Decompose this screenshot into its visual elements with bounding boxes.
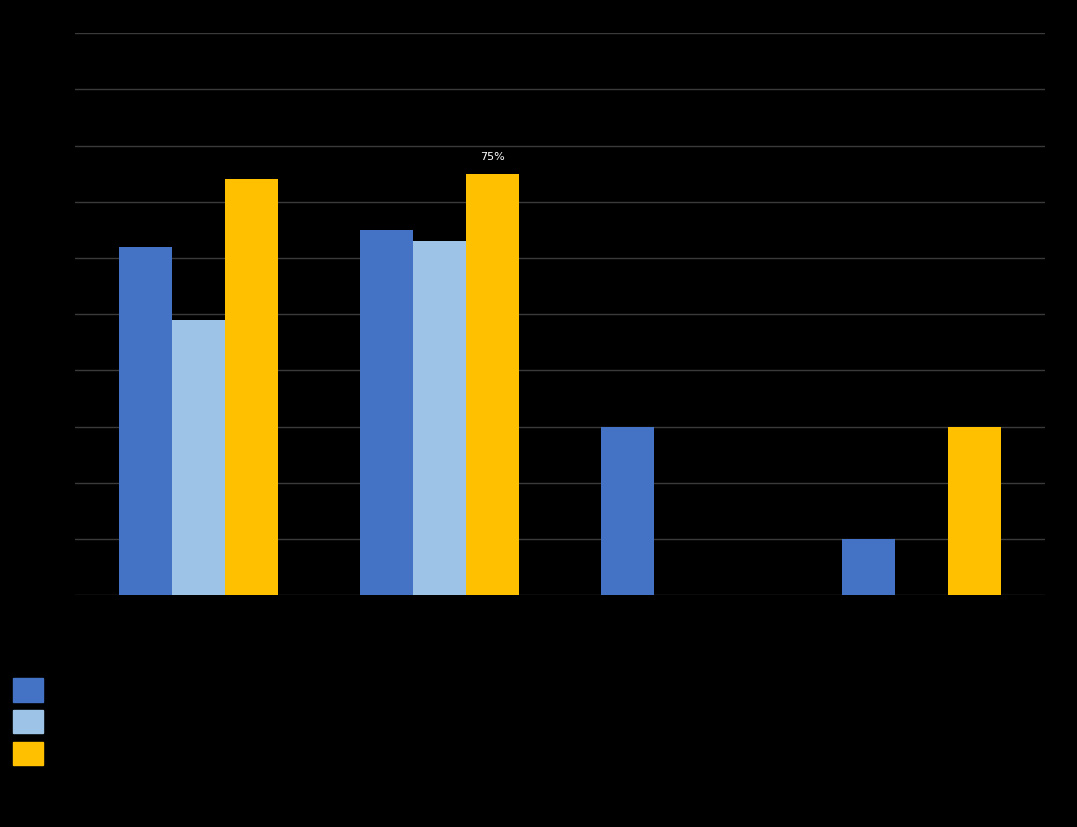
Bar (601, 427, 654, 595)
Text: 75%: 75% (480, 152, 505, 162)
Bar (948, 427, 1001, 595)
Bar (414, 241, 466, 595)
Bar (172, 320, 225, 595)
Legend: Trainees, Pupils, National teaching workforce: Trainees, Pupils, National teaching work… (6, 672, 292, 772)
Bar (466, 174, 519, 595)
Bar (360, 230, 414, 595)
Bar (842, 539, 895, 595)
Bar (120, 246, 172, 595)
Bar (225, 179, 278, 595)
